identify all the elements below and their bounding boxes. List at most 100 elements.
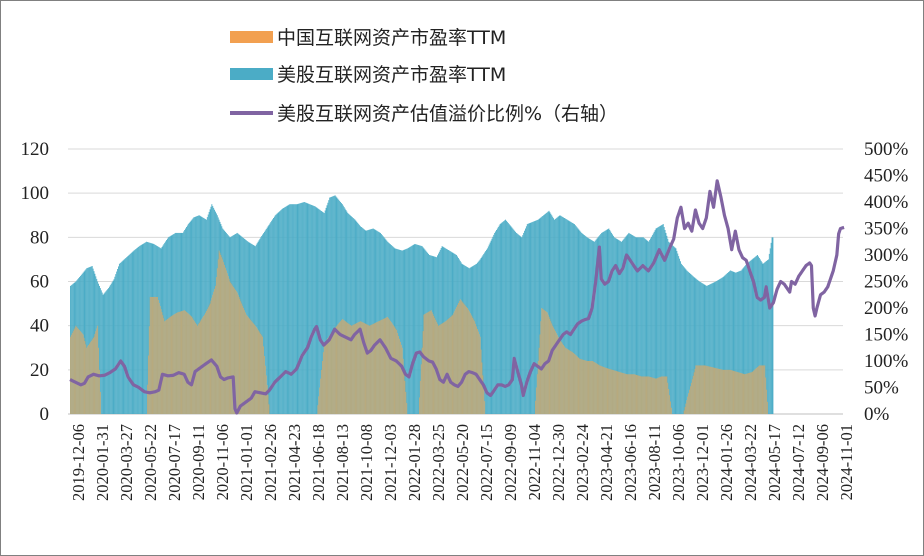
bar-us xyxy=(403,249,405,414)
bar-us xyxy=(86,268,88,414)
bar-cn xyxy=(254,324,255,414)
bar-cn xyxy=(76,326,78,414)
bar-us xyxy=(626,235,628,415)
bar-cn xyxy=(320,378,322,414)
bar-us xyxy=(198,215,200,414)
bar-us xyxy=(639,237,641,414)
bar-us xyxy=(296,204,298,414)
bar-cn xyxy=(704,365,706,414)
bar-us xyxy=(670,243,671,414)
bar-cn xyxy=(755,368,757,414)
bar-us xyxy=(680,263,682,414)
bar-cn xyxy=(699,365,700,414)
bar-us xyxy=(633,236,635,414)
bar-cn xyxy=(637,375,639,414)
bar-cn xyxy=(419,380,421,415)
bar-cn xyxy=(153,296,155,414)
bar-cn xyxy=(350,325,352,414)
bar-us xyxy=(701,283,703,414)
bars-cn-pe xyxy=(70,250,768,415)
bar-us xyxy=(419,245,421,414)
bar-cn xyxy=(582,359,584,414)
bar-cn xyxy=(746,373,748,414)
bar-us xyxy=(732,271,734,414)
bar-cn xyxy=(656,378,658,414)
bar-us xyxy=(510,226,512,414)
bar-cn xyxy=(79,330,80,414)
bar-us xyxy=(422,247,424,414)
bar-cn xyxy=(163,318,165,414)
bar-us xyxy=(703,284,705,414)
bar-cn xyxy=(88,344,90,414)
bar-cn xyxy=(706,365,708,414)
bar-cn xyxy=(345,321,347,414)
bar-cn xyxy=(626,374,628,414)
bar-us xyxy=(525,226,527,414)
bar-cn xyxy=(220,255,222,414)
bar-us xyxy=(556,217,558,414)
bar-us xyxy=(347,213,349,414)
bar-cn xyxy=(578,357,580,414)
bar-cn xyxy=(367,324,369,414)
bar-us xyxy=(370,229,372,414)
bar-us xyxy=(197,215,199,414)
bar-cn xyxy=(593,362,595,414)
bar-us xyxy=(88,267,90,414)
bar-cn xyxy=(689,389,690,414)
bar-cn xyxy=(553,327,555,414)
bar-cn xyxy=(233,287,235,414)
bar-cn xyxy=(186,311,187,414)
bar-us xyxy=(632,235,634,414)
bar-cn xyxy=(321,361,323,414)
bar-cn xyxy=(646,376,648,414)
bar-cn xyxy=(440,324,442,414)
bar-us xyxy=(278,211,280,414)
bar-us xyxy=(399,249,400,414)
bar-us xyxy=(135,249,137,414)
bar-cn xyxy=(354,323,356,414)
bar-us xyxy=(558,215,560,414)
bar-us xyxy=(719,279,720,414)
bar-us xyxy=(201,216,203,414)
bar-cn xyxy=(326,339,328,414)
bar-cn xyxy=(617,371,619,414)
bar-cn xyxy=(81,333,83,414)
bar-us xyxy=(656,227,658,414)
bar-us xyxy=(593,241,594,414)
bar-us xyxy=(509,225,511,414)
bar-us xyxy=(667,238,669,414)
bar-us xyxy=(337,198,339,414)
bar-cn xyxy=(353,324,355,414)
bar-us xyxy=(532,221,534,415)
bar-us xyxy=(289,204,291,414)
bar-us xyxy=(625,236,627,414)
x-tick-label: 2023-04-21 xyxy=(597,424,616,501)
bar-us xyxy=(617,239,619,414)
bar-us xyxy=(505,220,507,414)
bar-us xyxy=(195,216,196,414)
bar-us xyxy=(607,229,609,414)
bar-cn xyxy=(172,315,174,414)
bar-us xyxy=(636,237,638,414)
bar-us xyxy=(700,282,702,414)
bar-us xyxy=(651,235,653,415)
bar-cn xyxy=(733,370,735,414)
bar-cn xyxy=(216,268,218,414)
bar-us xyxy=(587,237,589,414)
bar-cn xyxy=(376,322,378,414)
left-tick-label: 60 xyxy=(30,272,49,293)
bar-cn xyxy=(541,308,543,414)
bar-us xyxy=(737,271,739,414)
bar-cn xyxy=(703,365,705,414)
bar-cn xyxy=(260,333,262,414)
bar-us xyxy=(263,233,264,414)
bar-us xyxy=(418,245,419,414)
bar-cn xyxy=(479,336,481,414)
x-tick-label: 2021-06-18 xyxy=(309,424,328,501)
right-tick-label: 150% xyxy=(864,325,909,346)
bar-cn xyxy=(78,328,80,414)
bar-us xyxy=(193,217,195,414)
bar-us xyxy=(582,233,584,414)
bar-cn xyxy=(691,379,693,414)
bar-us xyxy=(720,278,722,414)
